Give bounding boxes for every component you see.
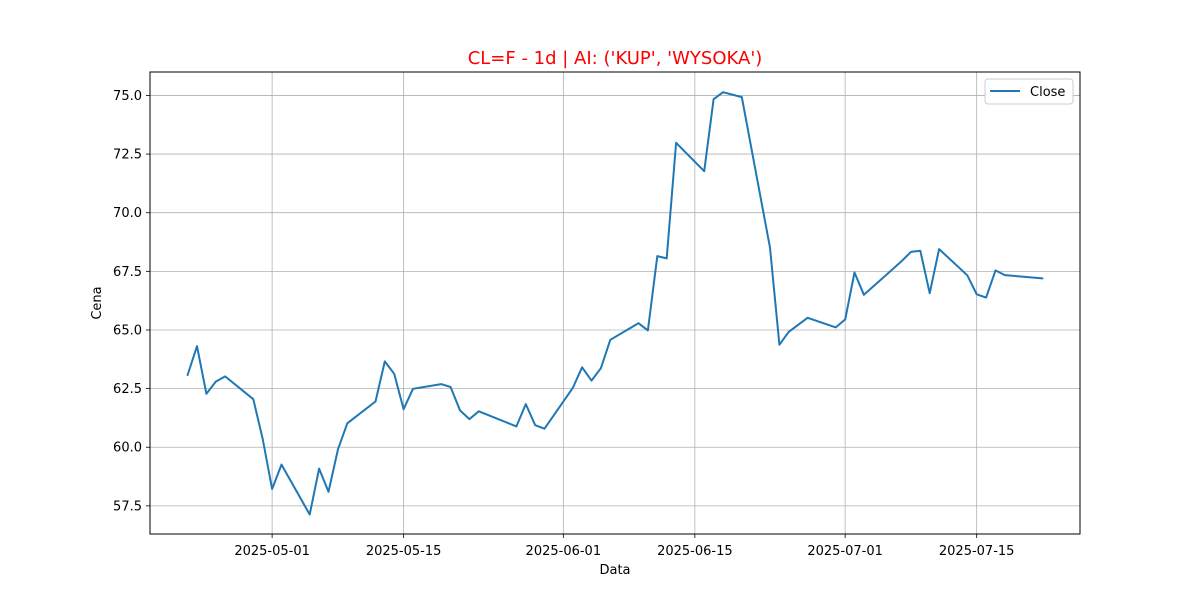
series-line-close [186,91,1044,516]
series-layer [186,91,1044,516]
legend-label: Close [1030,85,1065,100]
y-tick-label: 67.5 [113,265,142,280]
x-axis-ticks: 2025-05-01 2025-05-15 2025-06-01 2025-06-15… [234,534,1014,559]
y-tick-label: 70.0 [113,206,142,221]
x-tick-label: 2025-06-01 [526,544,602,559]
x-tick-label: 2025-05-01 [234,544,310,559]
x-axis-label: Data [599,563,630,578]
plot-frame [149,71,1081,535]
y-axis-label: Cena [90,286,105,319]
y-tick-label: 72.5 [113,148,142,163]
y-axis-ticks: 57.5 60.0 62.5 65.0 67.5 70.0 72.5 75.0 [113,89,150,514]
x-tick-label: 2025-07-01 [807,544,883,559]
y-tick-label: 65.0 [113,323,142,338]
y-tick-label: 62.5 [113,382,142,397]
grid [150,72,1080,534]
chart-title: CL=F - 1d | AI: ('KUP', 'WYSOKA') [468,48,763,69]
legend: Close [984,78,1074,105]
legend-box [984,78,1074,105]
y-tick-label: 60.0 [113,441,142,456]
x-tick-label: 2025-06-15 [657,544,733,559]
y-tick-label: 57.5 [113,499,142,514]
x-tick-label: 2025-05-15 [366,544,442,559]
x-tick-label: 2025-07-15 [939,544,1015,559]
y-tick-label: 75.0 [113,89,142,104]
